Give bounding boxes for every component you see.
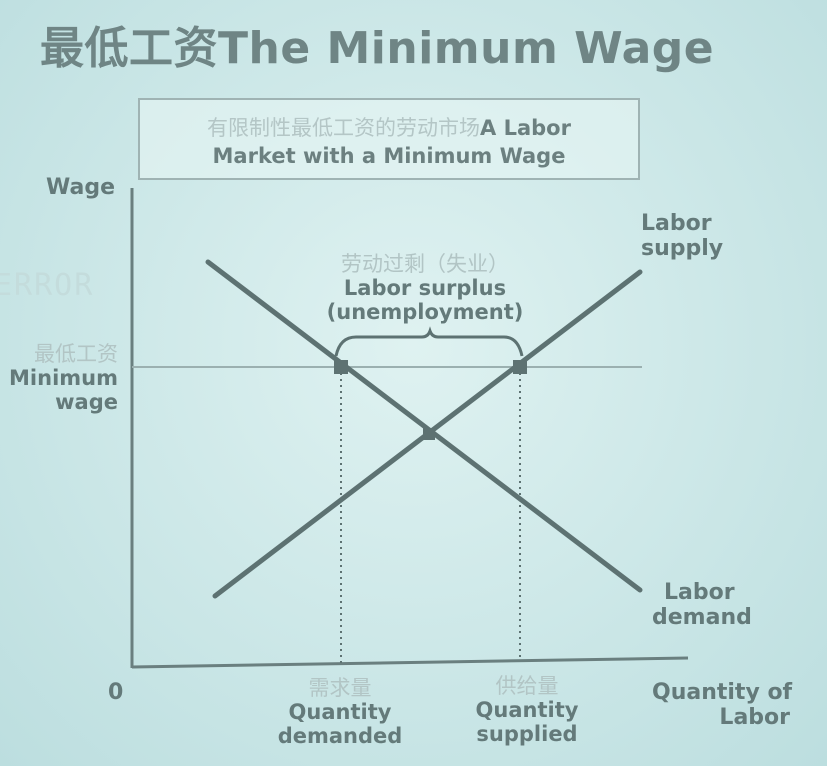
- labor-demand-label-line-2: demand: [652, 605, 752, 631]
- supply-at-minimum-wage-point: [513, 360, 527, 374]
- minimum-wage-label-line-2: wage: [55, 390, 118, 415]
- demand-at-minimum-wage-point: [334, 360, 348, 374]
- quantity-supplied-label: 供给量 Quantity supplied: [447, 674, 607, 746]
- labor-surplus-label-line-2: (unemployment): [326, 300, 524, 325]
- labor-demand-curve: [205, 259, 643, 593]
- quantity-demanded-label-cn: 需求量: [308, 676, 372, 700]
- labor-supply-label-line-2: supply: [641, 236, 724, 262]
- caption-line-1-cn: 有限制性最低工资的劳动市场: [207, 116, 481, 140]
- x-axis-label-line-2: Labor: [719, 705, 790, 731]
- diagram-caption-box: 有限制性最低工资的劳动市场A Labor Market with a Minim…: [138, 98, 640, 180]
- equilibrium-point: [423, 428, 435, 440]
- labor-surplus-label-cn: 劳动过剩（失业）: [341, 252, 509, 276]
- minimum-wage-label-line-1: Minimum: [9, 366, 118, 391]
- quantity-supplied-label-cn: 供给量: [495, 674, 559, 698]
- labor-demand-label: Labor demand: [652, 580, 752, 631]
- quantity-demanded-label: 需求量 Quantity demanded: [260, 676, 420, 748]
- labor-supply-label: Labor supply: [641, 211, 723, 262]
- ghost-watermark-text: ERROR: [0, 268, 95, 303]
- quantity-demanded-label-line-2: demanded: [277, 724, 403, 749]
- labor-surplus-label: 劳动过剩（失业） Labor surplus (unemployment): [300, 252, 550, 324]
- caption-line-1: 有限制性最低工资的劳动市场A Labor: [140, 112, 638, 142]
- caption-line-2: Market with a Minimum Wage: [212, 144, 566, 168]
- caption-line-1-en: A Labor: [480, 116, 571, 140]
- slide-title: 最低工资The Minimum Wage: [40, 23, 715, 74]
- labor-demand-label-line-1: Labor: [664, 580, 735, 605]
- labor-supply-label-line-1: Labor: [641, 211, 712, 236]
- quantity-supplied-label-line-2: supplied: [476, 722, 578, 747]
- y-axis-label: Wage: [46, 175, 115, 200]
- minimum-wage-label: 最低工资 Minimum wage: [0, 342, 118, 414]
- x-axis: [131, 656, 689, 669]
- x-axis-label-line-1: Quantity of: [652, 680, 793, 705]
- labor-surplus-brace: [334, 326, 524, 357]
- x-axis-label: Quantity of Labor: [652, 680, 793, 731]
- labor-surplus-label-line-1: Labor surplus: [343, 276, 507, 301]
- quantity-demanded-label-line-1: Quantity: [288, 700, 392, 725]
- origin-label: 0: [108, 680, 124, 705]
- minimum-wage-label-cn: 最低工资: [34, 342, 118, 366]
- quantity-supplied-label-line-1: Quantity: [475, 698, 579, 723]
